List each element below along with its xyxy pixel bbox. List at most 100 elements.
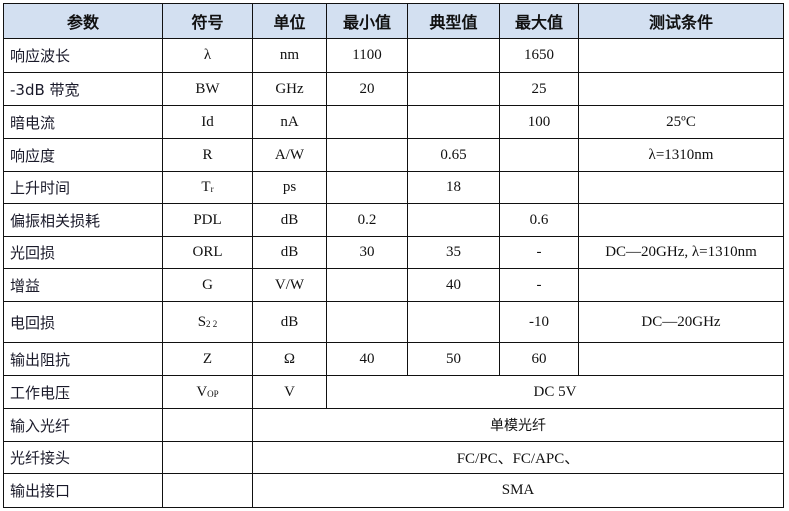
symbol: S [197,313,207,330]
condition-cell [578,72,784,106]
max-cell: 25 [499,72,579,106]
unit-cell: ps [252,171,327,204]
table-row: 上升时间 Tr ps 18 [3,171,784,204]
condition-cell [578,342,784,376]
condition-cell: 25ºC [578,105,784,139]
unit-cell: dB [252,203,327,237]
header-typ: 典型值 [407,3,500,39]
param-cell: 输出阻抗 [3,342,163,376]
symbol: T [201,179,211,195]
unit-cell: A/W [252,138,327,172]
min-cell [326,171,408,204]
param-cell: 光回损 [3,236,163,269]
param-cell: 光纤接头 [3,441,163,474]
symbol: V [196,383,208,400]
typ-cell [407,301,500,343]
typ-cell: 35 [407,236,500,269]
typ-cell [407,105,500,139]
symbol-cell [162,408,253,442]
value-cell: DC 5V [326,375,784,409]
unit-cell: nm [252,38,327,73]
min-cell [326,138,408,172]
table-row: 光回损 ORL dB 30 35 - DC—20GHz, λ=1310nm [3,236,784,269]
param-cell: 输入光纤 [3,408,163,442]
symbol: G [202,276,213,293]
table-row: 输入光纤 单模光纤 [3,408,784,442]
symbol-cell: Tr [162,171,253,204]
max-cell: - [499,236,579,269]
table-row: 偏振相关损耗 PDL dB 0.2 0.6 [3,203,784,237]
max-cell: 60 [499,342,579,376]
min-cell: 0.2 [326,203,408,237]
typ-cell: 0.65 [407,138,500,172]
condition-cell: DC—20GHz [578,301,784,343]
typ-cell [407,72,500,106]
symbol-subscript: 2 2 [206,318,218,329]
min-cell [326,268,408,302]
value-cell: FC/PC、FC/APC、 [252,441,784,474]
spec-table: 参数 符号 单位 最小值 典型值 最大值 测试条件 响应波长 λ nm 1100… [3,3,784,508]
typ-cell: 50 [407,342,500,376]
header-max: 最大值 [499,3,579,39]
max-cell: - [499,268,579,302]
max-cell [499,171,579,204]
condition-cell: λ=1310nm [578,138,784,172]
symbol-cell: Id [162,105,253,139]
unit-cell: dB [252,301,327,343]
typ-cell: 40 [407,268,500,302]
param-cell: 暗电流 [3,105,163,139]
table-row: -3dB 带宽 BW GHz 20 25 [3,72,784,106]
symbol-cell [162,473,253,508]
param-cell: 响应度 [3,138,163,172]
max-cell: 0.6 [499,203,579,237]
table-row: 响应度 R A/W 0.65 λ=1310nm [3,138,784,172]
symbol: λ [203,47,212,63]
symbol-cell: VOP [162,375,253,409]
unit-cell: V/W [252,268,327,302]
table-row: 电回损 S2 2 dB -10 DC—20GHz [3,301,784,343]
symbol-cell: Z [162,342,253,376]
min-cell: 30 [326,236,408,269]
min-cell: 20 [326,72,408,106]
condition-cell: DC—20GHz, λ=1310nm [578,236,784,269]
max-cell: -10 [499,301,579,343]
table-row: 输出阻抗 Z Ω 40 50 60 [3,342,784,376]
table-row: 光纤接头 FC/PC、FC/APC、 [3,441,784,474]
symbol-cell: R [162,138,253,172]
max-cell [499,138,579,172]
param-cell: 工作电压 [3,375,163,409]
table-row: 增益 G V/W 40 - [3,268,784,302]
value-cell: SMA [252,473,784,508]
condition-cell [578,203,784,237]
header-param: 参数 [3,3,163,39]
table-row: 输出接口 SMA [3,473,784,508]
condition-cell [578,171,784,204]
param-cell: -3dB 带宽 [3,72,163,106]
unit-cell: dB [252,236,327,269]
symbol: BW [195,80,220,97]
value-cell: 单模光纤 [252,408,784,442]
condition-cell [578,268,784,302]
header-condition: 测试条件 [578,3,784,39]
header-min: 最小值 [326,3,408,39]
symbol-subscript: r [210,184,214,194]
unit-cell: nA [252,105,327,139]
symbol: R [202,146,213,163]
symbol: ORL [192,244,223,260]
max-cell: 1650 [499,38,579,73]
symbol-cell [162,441,253,474]
symbol-cell: BW [162,72,253,106]
min-cell: 40 [326,342,408,376]
min-cell: 1100 [326,38,408,73]
symbol-cell: S2 2 [162,301,253,343]
symbol-cell: PDL [162,203,253,237]
param-cell: 偏振相关损耗 [3,203,163,237]
table-row: 暗电流 Id nA 100 25ºC [3,105,784,139]
header-row: 参数 符号 单位 最小值 典型值 最大值 测试条件 [3,3,784,39]
table-row: 工作电压 VOP V DC 5V [3,375,784,409]
param-cell: 输出接口 [3,473,163,508]
min-cell [326,301,408,343]
typ-cell [407,203,500,237]
symbol: Z [202,350,213,367]
param-cell: 上升时间 [3,171,163,204]
